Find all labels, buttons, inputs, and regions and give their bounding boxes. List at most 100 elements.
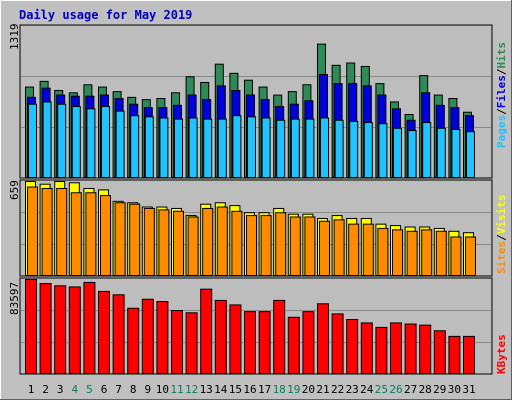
sites-bar-21 (319, 220, 330, 276)
sites-bar-28 (421, 229, 433, 277)
kbytes-bar-19 (287, 316, 300, 375)
sites-bar-12 (187, 216, 199, 277)
x-label-6: 6 (101, 383, 108, 396)
kbytes-bar-9 (141, 298, 154, 374)
pages-bar-8 (130, 115, 140, 179)
x-label-8: 8 (130, 383, 137, 396)
kbytes-bar-24 (360, 322, 373, 374)
pages-bar-15 (232, 115, 242, 179)
pages-bar-12 (188, 117, 198, 178)
pages-bar-27 (407, 130, 417, 178)
x-label-15: 15 (229, 383, 242, 396)
pages-bar-22 (334, 119, 344, 178)
kbytes-bar-3 (54, 285, 67, 375)
kbytes-bar-15 (229, 304, 242, 375)
pages-bar-29 (436, 127, 446, 179)
kbytes-bar-17 (258, 311, 271, 374)
sites-bar-13 (202, 207, 214, 276)
kbytes-bar-6 (98, 290, 110, 374)
kbytes-bar-22 (331, 313, 344, 375)
x-label-1: 1 (28, 383, 35, 396)
x-label-12: 12 (185, 383, 198, 396)
x-label-14: 14 (214, 383, 228, 396)
x-label-3: 3 (57, 383, 64, 396)
sites-bar-5 (85, 192, 97, 276)
top-legend-part-0: Pages (495, 115, 508, 148)
sites-bar-26 (392, 229, 403, 277)
kbytes-bar-18 (273, 299, 286, 374)
x-label-13: 13 (200, 383, 213, 396)
middle-legend-part-1: / (495, 234, 508, 241)
x-label-2: 2 (42, 383, 49, 396)
kbytes-bar-11 (171, 310, 183, 374)
sites-bar-1 (27, 186, 38, 276)
kbytes-bar-28 (419, 324, 432, 375)
pages-bar-23 (349, 120, 359, 178)
x-label-9: 9 (144, 383, 151, 396)
pages-bar-26 (393, 127, 402, 179)
middle-legend-part-2: Visits (495, 195, 508, 235)
top-legend-part-3: / (495, 68, 508, 75)
sites-bar-31 (465, 236, 476, 277)
pages-bar-16 (247, 116, 256, 179)
sites-bar-2 (41, 187, 53, 276)
kbytes-bar-30 (448, 335, 461, 374)
pages-bar-1 (28, 103, 37, 178)
x-label-31: 31 (462, 383, 475, 396)
pages-bar-17 (261, 117, 271, 178)
x-label-23: 23 (346, 383, 359, 396)
x-axis-labels: 1 2 3 4 5 6 7 8 9 10 11 12 13 14 15 16 17 18 19 20 21 22 23 24 2… (28, 383, 476, 396)
pages-bar-24 (363, 122, 373, 178)
pages-bar-21 (320, 117, 329, 178)
sites-bar-16 (246, 215, 257, 277)
x-label-30: 30 (448, 383, 461, 396)
x-label-29: 29 (433, 383, 446, 396)
pages-bar-19 (290, 118, 300, 178)
kbytes-bar-16 (244, 311, 256, 374)
kbytes-bar-1 (25, 279, 37, 374)
kbytes-bar-10 (156, 301, 169, 375)
kbytes-bar-31 (463, 335, 475, 374)
kbytes-bar-4 (68, 286, 81, 374)
x-label-27: 27 (404, 383, 417, 396)
x-label-7: 7 (115, 383, 122, 396)
pages-bar-10 (159, 117, 169, 178)
sites-bar-30 (450, 236, 462, 277)
pages-bar-11 (174, 118, 183, 178)
pages-bar-30 (451, 128, 461, 178)
sites-bar-23 (348, 223, 360, 277)
pages-bar-14 (217, 118, 227, 178)
middle-ymax-label: 659 (8, 180, 21, 200)
kbytes-bar-14 (214, 299, 227, 374)
sites-bar-17 (260, 215, 272, 277)
pages-bar-2 (42, 101, 52, 178)
top-legend-part-4: Hits (495, 42, 508, 69)
top-legend: Pages/Files/Hits (495, 42, 508, 148)
x-label-16: 16 (243, 383, 256, 396)
x-label-19: 19 (287, 383, 300, 396)
kbytes-bar-12 (185, 312, 198, 375)
x-label-20: 20 (302, 383, 315, 396)
pages-bar-5 (86, 108, 96, 178)
kbytes-bar-29 (433, 330, 446, 374)
top-legend-part-2: Files (495, 75, 508, 108)
middle-legend: Sites/Visits (495, 195, 508, 275)
kbytes-bar-21 (317, 303, 329, 374)
sites-bar-20 (304, 216, 316, 277)
x-label-24: 24 (360, 383, 374, 396)
sites-bar-14 (216, 206, 228, 276)
sites-bar-9 (143, 207, 155, 276)
sites-bar-24 (362, 223, 374, 277)
pages-bar-13 (203, 118, 213, 178)
middle-legend-part-0: Sites (495, 241, 508, 274)
sites-bar-10 (158, 209, 170, 277)
sites-bar-22 (333, 219, 345, 276)
kbytes-bar-23 (346, 319, 359, 374)
kbytes-bar-7 (112, 294, 125, 374)
x-label-28: 28 (419, 383, 432, 396)
sites-bar-18 (275, 212, 287, 276)
pages-bar-31 (466, 131, 475, 178)
